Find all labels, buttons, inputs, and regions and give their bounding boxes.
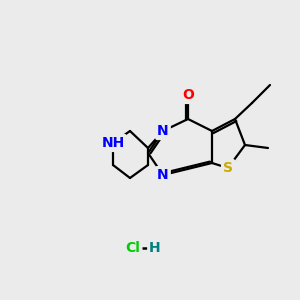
Text: O: O bbox=[182, 88, 194, 102]
Text: N: N bbox=[157, 168, 169, 182]
Text: N: N bbox=[157, 124, 169, 138]
Text: NH: NH bbox=[101, 136, 124, 150]
Text: S: S bbox=[223, 161, 233, 175]
Text: Cl: Cl bbox=[126, 241, 140, 255]
Text: H: H bbox=[149, 241, 161, 255]
